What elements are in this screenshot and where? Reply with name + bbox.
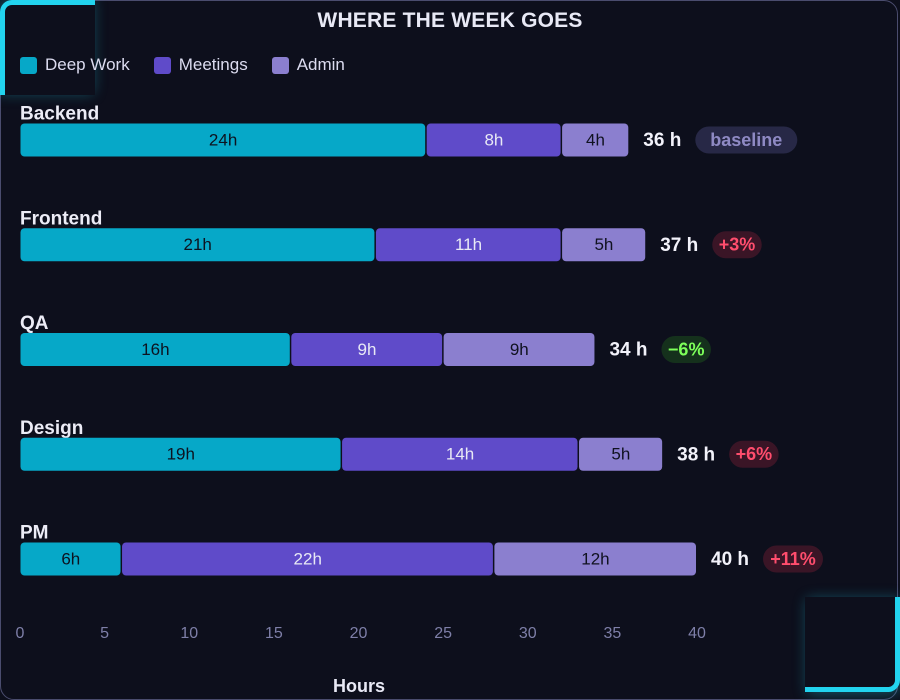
delta-label-frontend: +3% — [719, 235, 756, 255]
category-label-frontend: Frontend — [20, 208, 102, 229]
x-tick-label: 30 — [519, 625, 537, 642]
legend: Deep Work Meetings Admin — [20, 55, 345, 75]
legend-swatch-meetings — [153, 56, 171, 74]
segment-value-label: 6h — [61, 549, 80, 568]
bar-segment-design-admin — [579, 437, 663, 471]
delta-badge-frontend — [712, 231, 762, 259]
delta-label-design: +6% — [736, 444, 773, 464]
chart-title: WHERE THE WEEK GOES — [317, 9, 583, 32]
x-tick-label: 10 — [180, 625, 198, 642]
x-tick-label: 5 — [100, 625, 109, 642]
total-label-design: 38 h — [677, 444, 715, 465]
legend-item-admin: Admin — [271, 55, 345, 75]
delta-label-pm: +11% — [770, 549, 816, 569]
category-label-design: Design — [20, 418, 83, 439]
bar-segment-qa-admin — [443, 333, 595, 366]
bar-segment-backend-admin — [562, 123, 629, 157]
total-label-backend: 36 h — [643, 130, 681, 151]
segment-value-label: 22h — [294, 549, 322, 568]
bar-segment-design-deep-work — [20, 437, 341, 471]
bar-segment-backend-deep-work — [20, 123, 426, 157]
x-tick-label: 15 — [265, 625, 283, 642]
delta-label-qa: −6% — [668, 339, 705, 359]
legend-label-admin: Admin — [296, 55, 345, 74]
bar-segment-pm-deep-work — [20, 542, 121, 576]
segment-value-label: 5h — [611, 445, 630, 464]
bar-segment-frontend-meetings — [375, 228, 561, 262]
category-label-backend: Backend — [20, 104, 99, 125]
segment-value-label: 19h — [167, 445, 195, 464]
legend-label-deep-work: Deep Work — [45, 55, 130, 74]
legend-swatch-admin — [271, 56, 289, 74]
bar-segment-pm-meetings — [122, 542, 493, 576]
bar-segment-frontend-admin — [562, 228, 646, 262]
bar-segment-frontend-deep-work — [20, 228, 375, 262]
segment-value-label: 16h — [141, 340, 169, 359]
delta-badge-qa — [661, 336, 711, 363]
segment-value-label: 4h — [586, 130, 605, 149]
delta-badge-pm — [763, 545, 823, 573]
segment-value-label: 9h — [358, 340, 377, 359]
x-tick-label: 20 — [350, 625, 368, 642]
category-label-qa: QA — [20, 313, 49, 334]
legend-item-meetings: Meetings — [153, 55, 248, 75]
x-axis-label: Hours — [332, 676, 385, 696]
category-label-pm: PM — [20, 523, 49, 544]
legend-label-meetings: Meetings — [178, 55, 248, 74]
legend-swatch-deep-work — [20, 56, 37, 74]
total-label-qa: 34 h — [609, 340, 647, 361]
x-tick-label: 0 — [16, 625, 25, 642]
total-label-pm: 40 h — [711, 549, 749, 570]
segment-value-label: 24h — [209, 130, 237, 149]
segment-value-label: 9h — [510, 340, 529, 359]
corner-accent-top-left — [0, 0, 95, 95]
total-label-frontend: 37 h — [660, 235, 698, 256]
corner-accent-bottom-right — [805, 597, 900, 692]
segment-value-label: 11h — [455, 235, 482, 254]
x-tick-label: 40 — [688, 625, 706, 642]
segment-value-label: 21h — [184, 235, 212, 254]
segment-value-label: 8h — [484, 130, 503, 149]
bar-segment-design-meetings — [342, 437, 578, 471]
bar-segment-backend-meetings — [426, 123, 561, 157]
delta-badge-backend — [695, 126, 798, 154]
x-tick-label: 35 — [603, 625, 621, 642]
segment-value-label: 12h — [581, 549, 609, 568]
legend-item-deep-work: Deep Work — [20, 55, 130, 75]
bar-segment-qa-meetings — [291, 333, 443, 366]
bar-segment-pm-admin — [494, 542, 696, 576]
delta-label-backend: baseline — [710, 130, 782, 150]
segment-value-label: 5h — [594, 235, 613, 254]
delta-badge-design — [729, 440, 779, 468]
bar-segment-qa-deep-work — [20, 333, 290, 366]
segment-value-label: 14h — [446, 445, 474, 464]
x-tick-label: 25 — [434, 625, 452, 642]
